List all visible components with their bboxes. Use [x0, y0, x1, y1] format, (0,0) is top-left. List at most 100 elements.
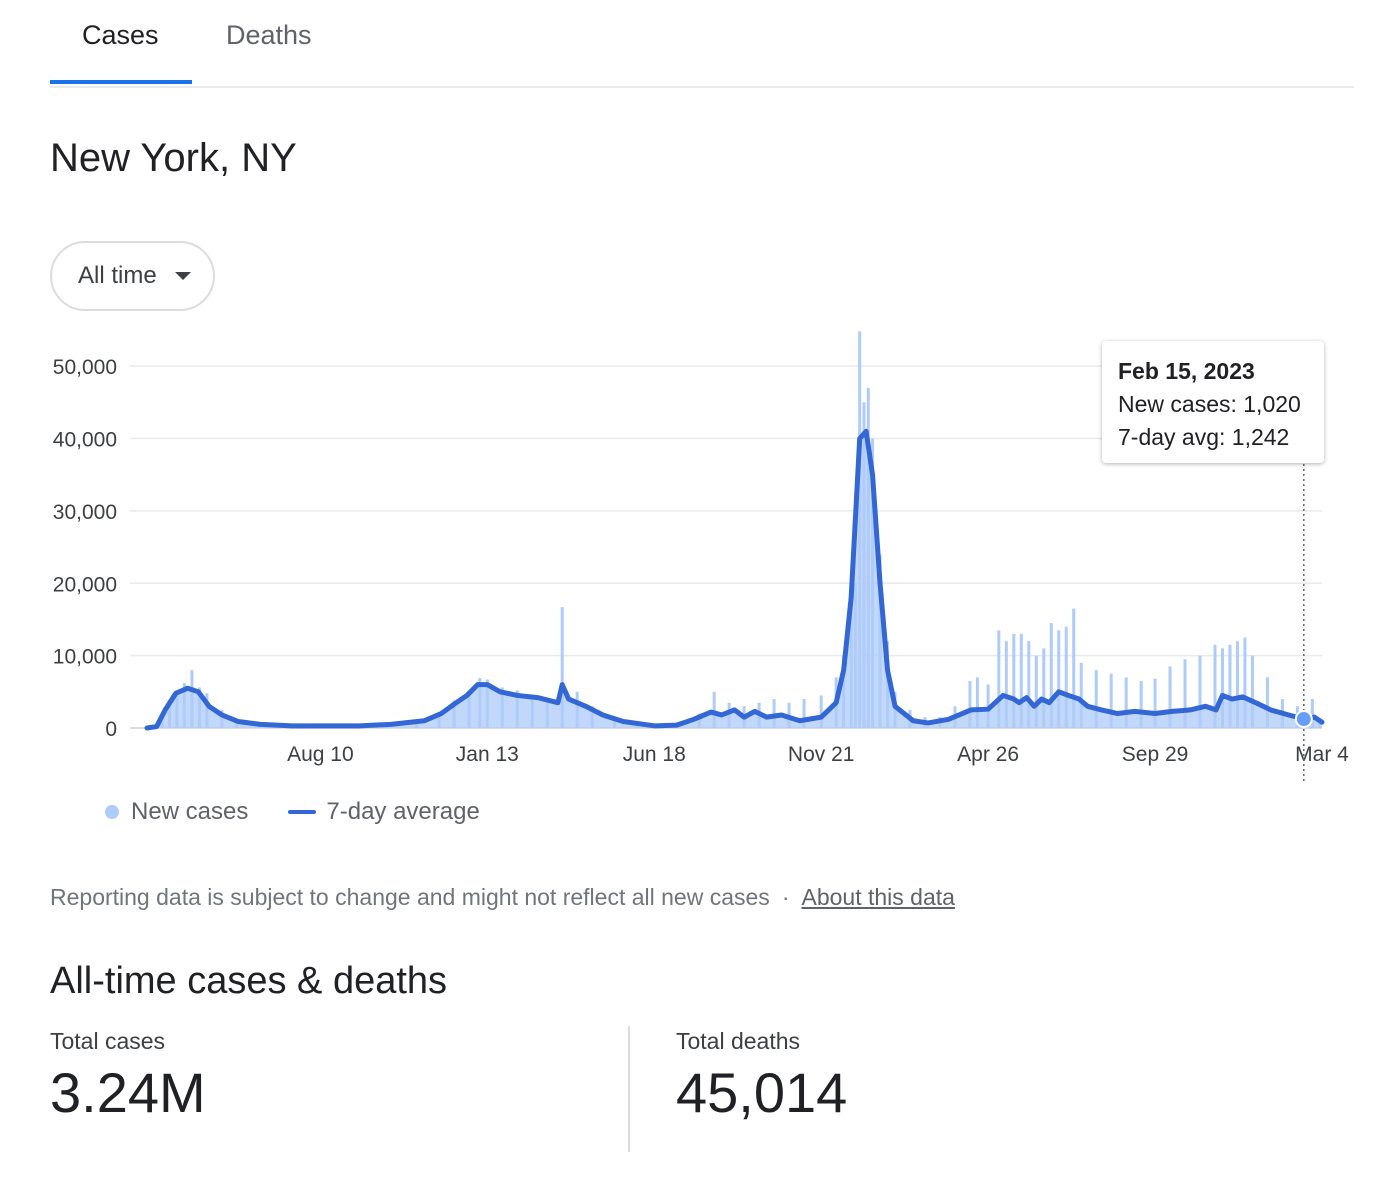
new-cases-bar — [819, 695, 823, 728]
new-cases-bar — [1072, 608, 1076, 728]
new-cases-bar — [1057, 630, 1061, 728]
new-cases-bar — [975, 677, 979, 728]
y-tick-label: 40,000 — [53, 429, 117, 452]
new-cases-bar — [182, 683, 186, 728]
new-cases-bar — [1228, 644, 1232, 728]
separator: · — [781, 884, 790, 910]
new-cases-bar — [205, 693, 209, 728]
disclaimer-text: Reporting data is subject to change and … — [50, 884, 770, 910]
new-cases-bar — [1019, 633, 1023, 728]
new-cases-bar — [515, 690, 519, 728]
new-cases-bar — [878, 554, 882, 728]
location-title: New York, NY — [50, 136, 297, 180]
new-cases-bar — [1027, 641, 1031, 728]
total-deaths-label: Total deaths — [676, 1028, 801, 1054]
y-tick-label: 20,000 — [53, 573, 117, 596]
about-data-link[interactable]: About this data — [801, 884, 955, 910]
new-cases-bar — [485, 679, 489, 728]
new-cases-bar — [772, 699, 776, 728]
new-cases-bar — [712, 691, 716, 728]
legend-avg: 7-day average — [326, 798, 480, 825]
active-tab-indicator — [50, 80, 192, 84]
x-tick-label: Jan 13 — [456, 743, 519, 766]
x-tick-label: Mar 4 — [1295, 743, 1349, 766]
new-cases-bar — [727, 702, 731, 728]
x-tick-label: Apr 26 — [957, 743, 1019, 766]
new-cases-bar — [893, 691, 897, 728]
new-cases-bar — [1198, 655, 1202, 728]
new-cases-bar — [613, 719, 617, 728]
new-cases-bar — [1094, 670, 1098, 728]
x-tick-label: Jun 18 — [623, 743, 686, 766]
new-cases-bar — [1079, 662, 1083, 728]
new-cases-bar — [560, 607, 564, 728]
avg-line — [144, 428, 1325, 731]
new-cases-bar — [1034, 655, 1038, 728]
new-cases-bar — [220, 709, 224, 728]
new-cases-bar — [1004, 641, 1008, 728]
x-tick-label: Sep 29 — [1122, 743, 1189, 766]
new-cases-bar — [1064, 626, 1068, 728]
chart-tooltip: Feb 15, 2023 New cases: 1,020 7-day avg:… — [1102, 341, 1324, 463]
new-cases-bar — [190, 670, 194, 728]
new-cases-bar — [1318, 720, 1322, 728]
new-cases-bar — [1220, 648, 1224, 728]
new-cases-bar — [842, 655, 846, 728]
chart-legend: New cases 7-day average — [105, 798, 480, 826]
time-range-dropdown[interactable]: All time — [50, 241, 215, 311]
new-cases-bar — [575, 691, 579, 728]
new-cases-bar — [886, 641, 890, 728]
all-time-title: All-time cases & deaths — [50, 960, 448, 1002]
new-cases-bar — [1109, 673, 1113, 728]
new-cases-bar — [1183, 659, 1187, 728]
new-cases-bar — [1310, 699, 1314, 728]
new-cases-bar — [1049, 623, 1053, 728]
new-cases-bar — [452, 700, 456, 728]
new-cases-bar — [853, 583, 857, 728]
avg-line-icon — [288, 810, 317, 814]
y-tick-label: 0 — [105, 718, 117, 741]
new-cases-bar — [1250, 655, 1254, 728]
new-cases-dot-icon — [105, 805, 119, 819]
new-cases-bar — [1265, 677, 1269, 728]
new-cases-bar — [871, 438, 875, 728]
hover-point — [1294, 710, 1313, 729]
new-cases-bar — [500, 687, 504, 728]
y-tick-label: 10,000 — [53, 646, 117, 669]
new-cases-bar — [1168, 666, 1172, 728]
new-cases-bar — [1124, 677, 1128, 728]
new-cases-bar — [478, 678, 482, 728]
new-cases-bar — [1139, 680, 1143, 728]
tooltip-avg: 7-day avg: 1,242 — [1118, 424, 1290, 450]
time-range-label: All time — [78, 262, 157, 289]
new-cases-bar — [197, 687, 201, 728]
new-cases-bar — [1153, 678, 1157, 728]
new-cases-bar — [1213, 644, 1217, 728]
data-disclaimer: Reporting data is subject to change and … — [50, 884, 955, 911]
new-cases-bar — [175, 690, 179, 728]
total-deaths-value: 45,014 — [676, 1061, 848, 1124]
new-cases-bar — [167, 702, 171, 728]
legend-new-cases: New cases — [131, 798, 249, 825]
tooltip-new-cases: New cases: 1,020 — [1118, 391, 1301, 417]
new-cases-bar — [866, 387, 870, 728]
new-cases-bar — [160, 722, 164, 728]
new-cases-bar — [530, 695, 534, 728]
new-cases-bar — [467, 691, 471, 728]
new-cases-bar — [862, 402, 866, 728]
avg-area — [147, 431, 1322, 728]
tooltip-date: Feb 15, 2023 — [1118, 358, 1255, 384]
new-cases-bar — [858, 331, 862, 728]
new-cases-bar — [545, 699, 549, 728]
stats-divider — [628, 1026, 630, 1152]
tab-cases[interactable]: Cases — [82, 20, 159, 50]
new-cases-bar — [997, 630, 1001, 728]
new-cases-bar — [1042, 648, 1046, 728]
y-tick-label: 50,000 — [53, 356, 117, 379]
new-cases-bar — [1012, 633, 1016, 728]
tab-deaths[interactable]: Deaths — [226, 20, 312, 50]
new-cases-bar — [1243, 637, 1247, 728]
total-cases-label: Total cases — [50, 1028, 166, 1054]
total-cases-value: 3.24M — [50, 1061, 206, 1124]
new-cases-bar — [437, 712, 441, 728]
